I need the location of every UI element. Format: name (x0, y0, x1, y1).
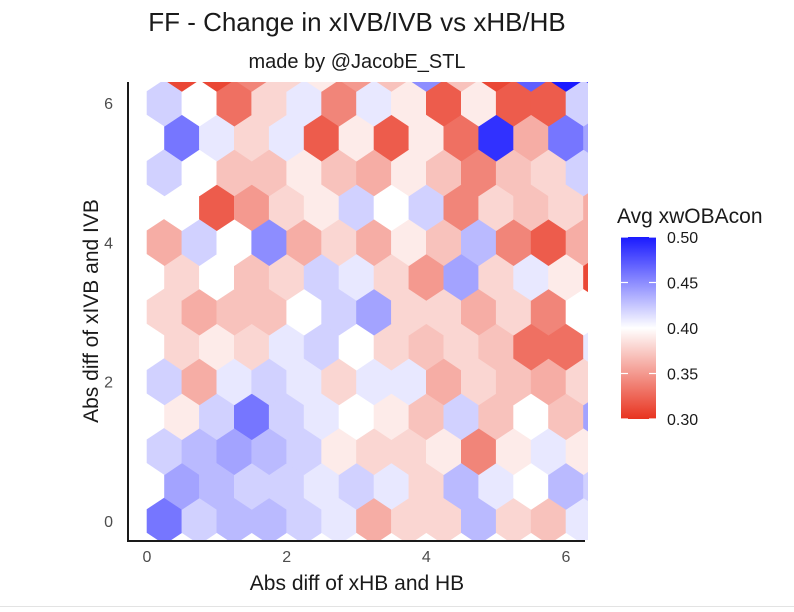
hex-cell (583, 471, 588, 502)
x-axis-title: Abs diff of xHB and HB (250, 572, 464, 595)
legend-tick-label: 0.35 (667, 367, 698, 384)
hex-cell (481, 82, 511, 92)
y-axis-ticks: 0 2 4 6 (104, 96, 113, 531)
hex-cell (551, 82, 581, 92)
hex-cell (636, 80, 671, 126)
hex-cell (583, 401, 588, 432)
chart-title: FF - Change in xIVB/IVB vs xHB/HB (148, 7, 566, 37)
color-legend: Avg xwOBAcon 0.50 0.45 0.40 0.35 0.30 (617, 205, 763, 429)
y-tick-label: 2 (104, 375, 113, 392)
hex-cell (636, 428, 671, 475)
x-tick-label: 2 (282, 549, 291, 566)
x-tick-label: 6 (562, 549, 571, 566)
legend-tick-label: 0.50 (667, 230, 698, 247)
hex-cell (583, 262, 588, 293)
x-axis-ticks: 0 2 4 6 (143, 549, 571, 566)
hex-cell (271, 82, 302, 92)
y-tick-label: 0 (104, 514, 113, 531)
hex-cell (411, 82, 442, 92)
legend-tick-label: 0.30 (667, 412, 698, 429)
x-tick-label: 0 (143, 549, 152, 566)
legend-tick-label: 0.45 (667, 276, 698, 293)
hex-cell (601, 498, 636, 544)
legend-title: Avg xwOBAcon (617, 205, 763, 228)
hex-cell (583, 122, 588, 153)
hex-cell (237, 82, 267, 92)
hex-cell (583, 192, 588, 223)
hex-cell (601, 80, 636, 126)
y-axis-title: Abs diff of xIVB and IVB (80, 199, 103, 423)
hex-cell (202, 82, 232, 92)
legend-tick-label: 0.40 (667, 321, 698, 338)
hex-layer (146, 80, 671, 544)
x-tick-label: 4 (422, 549, 431, 566)
hex-cell (306, 82, 337, 92)
legend-ticks: 0.50 0.45 0.40 0.35 0.30 (621, 230, 698, 429)
hex-cell (446, 82, 476, 92)
hex-cell (516, 82, 546, 92)
chart-subtitle: made by @JacobE_STL (248, 51, 465, 73)
hex-cell (586, 82, 588, 84)
hex-cell (601, 149, 636, 196)
hex-cell (618, 115, 653, 162)
hex-cell (167, 82, 197, 92)
y-tick-label: 6 (104, 96, 113, 113)
hex-cell (636, 149, 671, 196)
hex-cell (583, 331, 588, 362)
hex-cell (601, 428, 636, 475)
hex-cell (341, 82, 372, 92)
hex-cell (618, 463, 653, 510)
hex-cell (376, 82, 407, 92)
bottom-divider (0, 606, 794, 607)
y-tick-label: 4 (104, 235, 113, 252)
